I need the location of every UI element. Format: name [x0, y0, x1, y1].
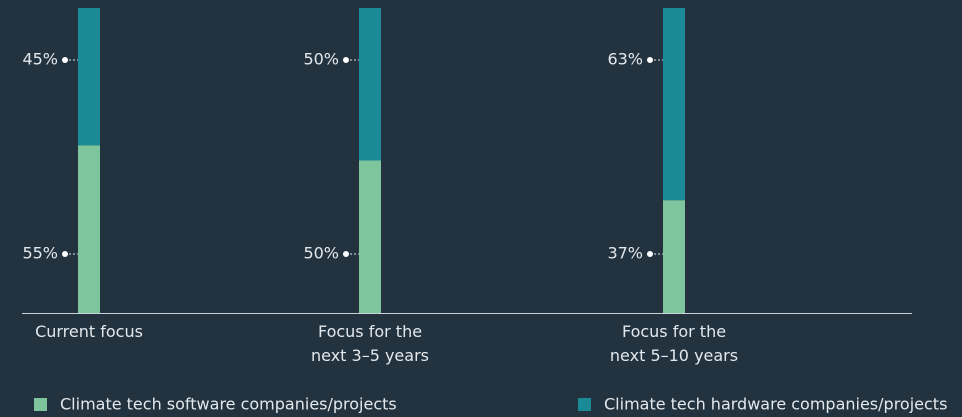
bar-segment [663, 200, 685, 313]
value-label: 63% [607, 50, 643, 69]
x-tick-line: Current focus [35, 322, 143, 341]
leader-dot [62, 251, 68, 257]
legend-swatch [34, 398, 47, 411]
bar-segment [359, 160, 381, 313]
value-label: 50% [303, 244, 339, 263]
leader-dot [62, 57, 68, 63]
x-tick-label: Current focus [35, 322, 143, 341]
value-label: 55% [22, 244, 58, 263]
x-tick-line: next 5–10 years [610, 346, 738, 365]
value-label: 50% [303, 50, 339, 69]
value-label: 37% [607, 244, 643, 263]
x-tick-line: Focus for the [622, 322, 726, 341]
leader-dot [343, 251, 349, 257]
x-tick-label: Focus for the next 5–10 years [610, 322, 738, 365]
x-tick-line: next 3–5 years [311, 346, 429, 365]
leader-dot [343, 57, 349, 63]
leader-dot [647, 57, 653, 63]
bar-segment [78, 145, 100, 313]
legend-label: Climate tech software companies/projects [60, 395, 397, 414]
legend-swatch [578, 398, 591, 411]
value-label: 45% [22, 50, 58, 69]
bar-segment [359, 8, 381, 161]
legend-label: Climate tech hardware companies/projects [604, 395, 947, 414]
leader-dot [647, 251, 653, 257]
bar-segment [78, 8, 100, 146]
x-tick-label: Focus for the next 3–5 years [311, 322, 429, 365]
x-tick-line: Focus for the [318, 322, 422, 341]
bar-segment [663, 8, 685, 201]
